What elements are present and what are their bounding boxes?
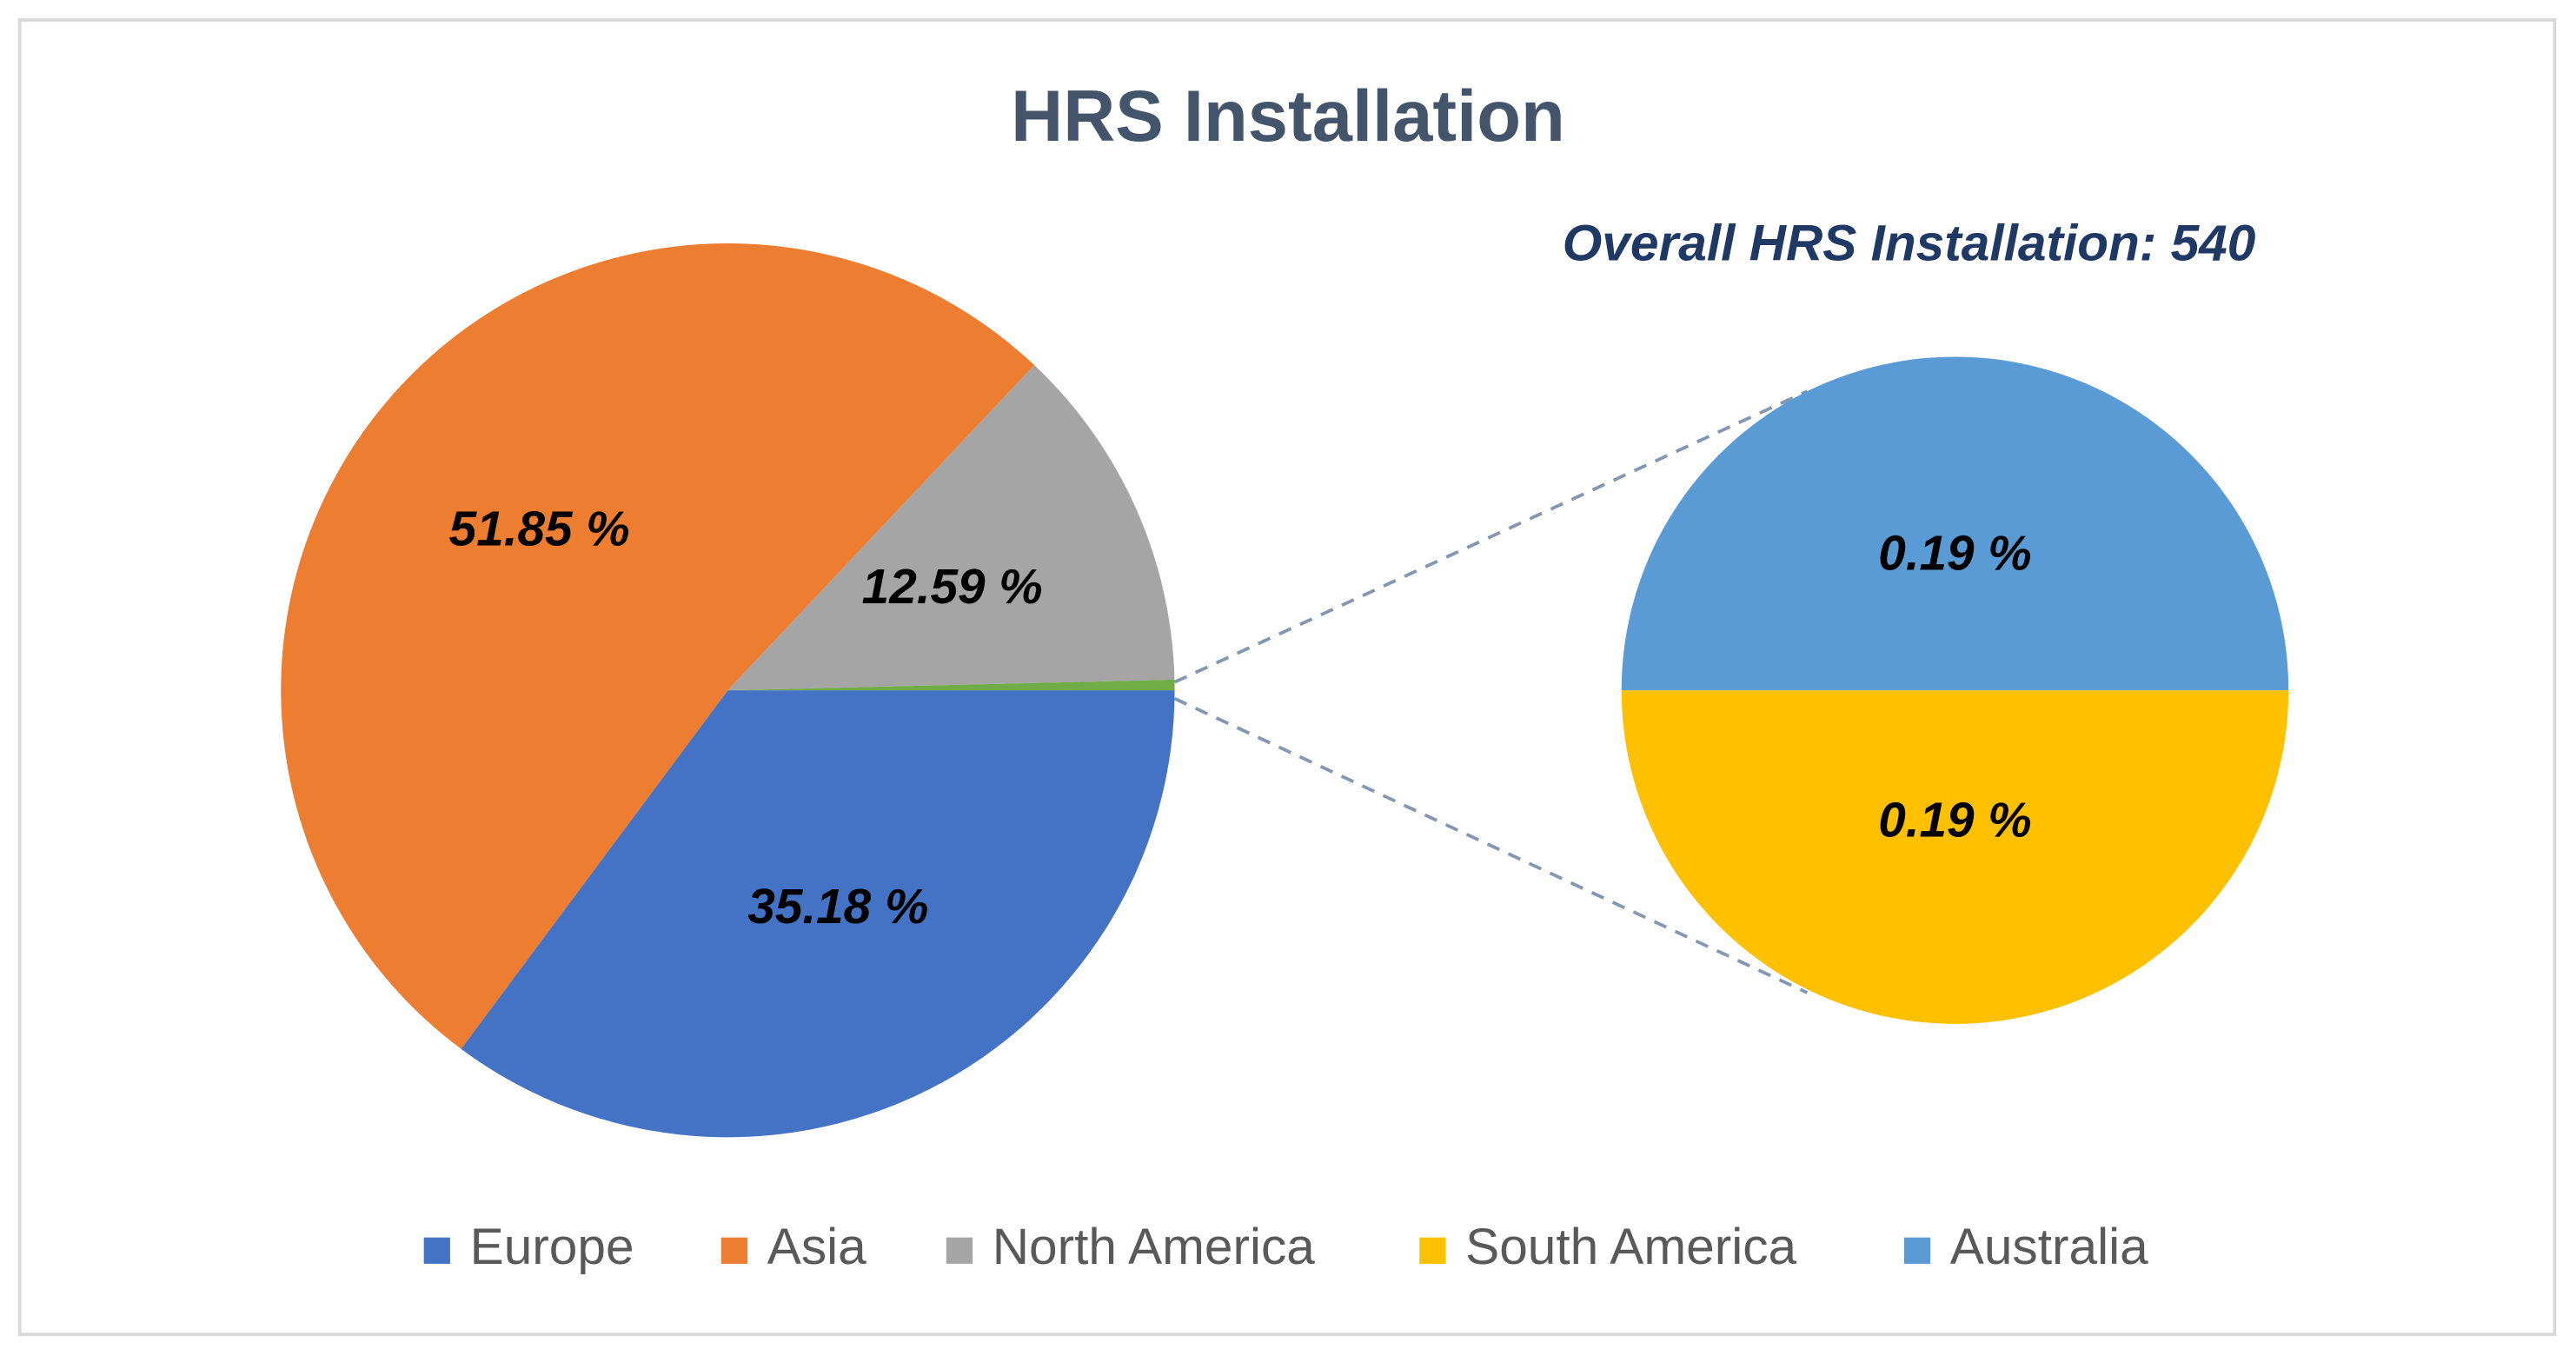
value-label: 0.19 % bbox=[1878, 527, 2031, 582]
legend-label: Europe bbox=[470, 1219, 634, 1275]
legend-swatch bbox=[1903, 1237, 1931, 1264]
legend-label: Australia bbox=[1950, 1219, 2148, 1275]
connector-line bbox=[1173, 696, 1809, 994]
pie-slice bbox=[281, 243, 1035, 1049]
legend-swatch bbox=[423, 1237, 450, 1264]
pie-slice bbox=[1621, 690, 2289, 1024]
value-label: 0.19 % bbox=[1878, 794, 2031, 848]
value-label: 51.85 % bbox=[449, 502, 630, 556]
pie-slice bbox=[1621, 356, 2289, 691]
chart-title: HRS Installation bbox=[1011, 76, 1565, 156]
legend-swatch bbox=[720, 1237, 748, 1264]
chart-subtitle: Overall HRS Installation: 540 bbox=[1563, 215, 2256, 271]
pie-slice bbox=[461, 690, 1175, 1138]
value-label: 12.59 % bbox=[862, 560, 1043, 615]
legend-swatch bbox=[946, 1237, 973, 1264]
legend-label: Asia bbox=[767, 1219, 866, 1275]
legend-swatch bbox=[1419, 1237, 1446, 1264]
value-label: 35.18 % bbox=[747, 880, 928, 934]
other-slice bbox=[727, 679, 1175, 691]
legend-label: South America bbox=[1465, 1219, 1796, 1275]
connector-line bbox=[1173, 389, 1809, 684]
pie-slice bbox=[727, 365, 1175, 691]
legend-label: North America bbox=[993, 1219, 1316, 1275]
